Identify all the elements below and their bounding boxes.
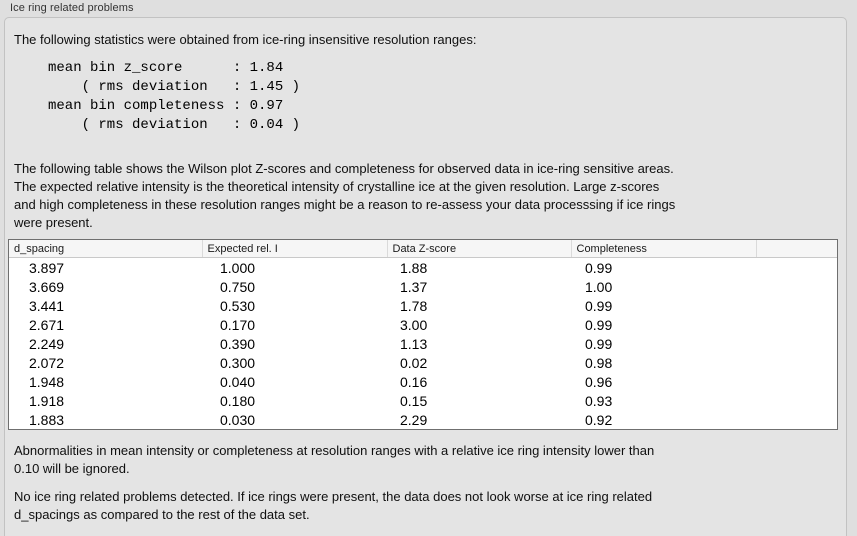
table-row[interactable]: 3.669 0.750 1.37 1.00 [9,277,837,296]
ice-ring-table: d_spacing Expected rel. I Data Z-score Comp… [8,239,838,430]
column-header-completeness[interactable]: Completeness [571,240,757,258]
table-cell: 0.300 [220,354,256,371]
column-header-d-spacing[interactable]: d_spacing [9,240,203,258]
table-cell: 0.99 [585,259,613,276]
table-cell-filler [756,315,837,334]
table-cell: 1.37 [400,278,428,295]
table-cell: 0.390 [220,335,256,352]
table-cell: 0.93 [585,392,613,409]
column-header-expected-rel-i[interactable]: Expected rel. I [202,240,388,258]
table-cell: 2.072 [29,354,65,371]
table-cell: 0.030 [220,411,256,428]
table-cell: 1.948 [29,373,65,390]
table-cell: 0.02 [400,354,428,371]
table-cell: 1.13 [400,335,428,352]
table-cell: 2.29 [400,411,428,428]
ignore-rule-text: Abnormalities in mean intensity or compl… [14,443,655,476]
table-row[interactable]: 3.897 1.000 1.88 0.99 [9,258,837,278]
table-cell: 1.78 [400,297,428,314]
table-cell: 0.530 [220,297,256,314]
table-row[interactable]: 1.883 0.030 2.29 0.92 [9,410,837,429]
table-cell: 0.170 [220,316,256,333]
table-cell-filler [756,353,837,372]
table-cell: 0.92 [585,411,613,428]
table-cell: 1.918 [29,392,65,409]
table-cell: 0.99 [585,297,613,314]
table-cell-filler [756,372,837,391]
table-cell-filler [756,277,837,296]
table-row[interactable]: 2.671 0.170 3.00 0.99 [9,315,837,334]
table-cell: 0.180 [220,392,256,409]
table-row[interactable]: 2.249 0.390 1.13 0.99 [9,334,837,353]
table-cell: 0.96 [585,373,613,390]
table-cell: 1.88 [400,259,428,276]
table-row[interactable]: 1.918 0.180 0.15 0.93 [9,391,837,410]
table-cell: 0.040 [220,373,256,390]
intro-text: The following statistics were obtained f… [14,32,477,47]
conclusion-text: No ice ring related problems detected. I… [14,489,653,522]
table-cell: 1.000 [220,259,256,276]
column-header-filler [756,240,837,258]
table-cell: 1.883 [29,411,65,428]
table-cell: 0.16 [400,373,428,390]
table-cell: 0.98 [585,354,613,371]
table-cell-filler [756,334,837,353]
table-cell: 2.249 [29,335,65,352]
table-description-text: The following table shows the Wilson plo… [14,161,676,230]
table-cell: 2.671 [29,316,65,333]
ice-ring-groupbox: The following statistics were obtained f… [4,17,847,536]
table-header: d_spacing Expected rel. I Data Z-score Comp… [9,240,837,258]
table-cell: 3.441 [29,297,65,314]
table-cell-filler [756,391,837,410]
table-row[interactable]: 1.948 0.040 0.16 0.96 [9,372,837,391]
table-cell: 3.00 [400,316,428,333]
table-cell: 3.669 [29,278,65,295]
table-cell: 3.897 [29,259,65,276]
table-row[interactable]: 3.441 0.530 1.78 0.99 [9,296,837,315]
table-cell-filler [756,258,837,278]
table-cell: 0.15 [400,392,428,409]
bin-statistics-block: mean bin z_score : 1.84 ( rms deviation … [48,60,301,133]
table-cell: 0.750 [220,278,256,295]
table-cell-filler [756,296,837,315]
table-row[interactable]: 2.072 0.300 0.02 0.98 [9,353,837,372]
table-cell: 1.00 [585,278,613,295]
column-header-data-z-score[interactable]: Data Z-score [387,240,572,258]
table-header-row: d_spacing Expected rel. I Data Z-score Comp… [9,240,837,258]
table-cell-filler [756,410,837,429]
table-cell: 0.99 [585,335,613,352]
table-cell: 0.99 [585,316,613,333]
groupbox-title: Ice ring related problems [10,2,134,14]
table-body: 3.897 1.000 1.88 0.99 3.669 0.750 1.37 1.00 3.44… [9,258,837,430]
